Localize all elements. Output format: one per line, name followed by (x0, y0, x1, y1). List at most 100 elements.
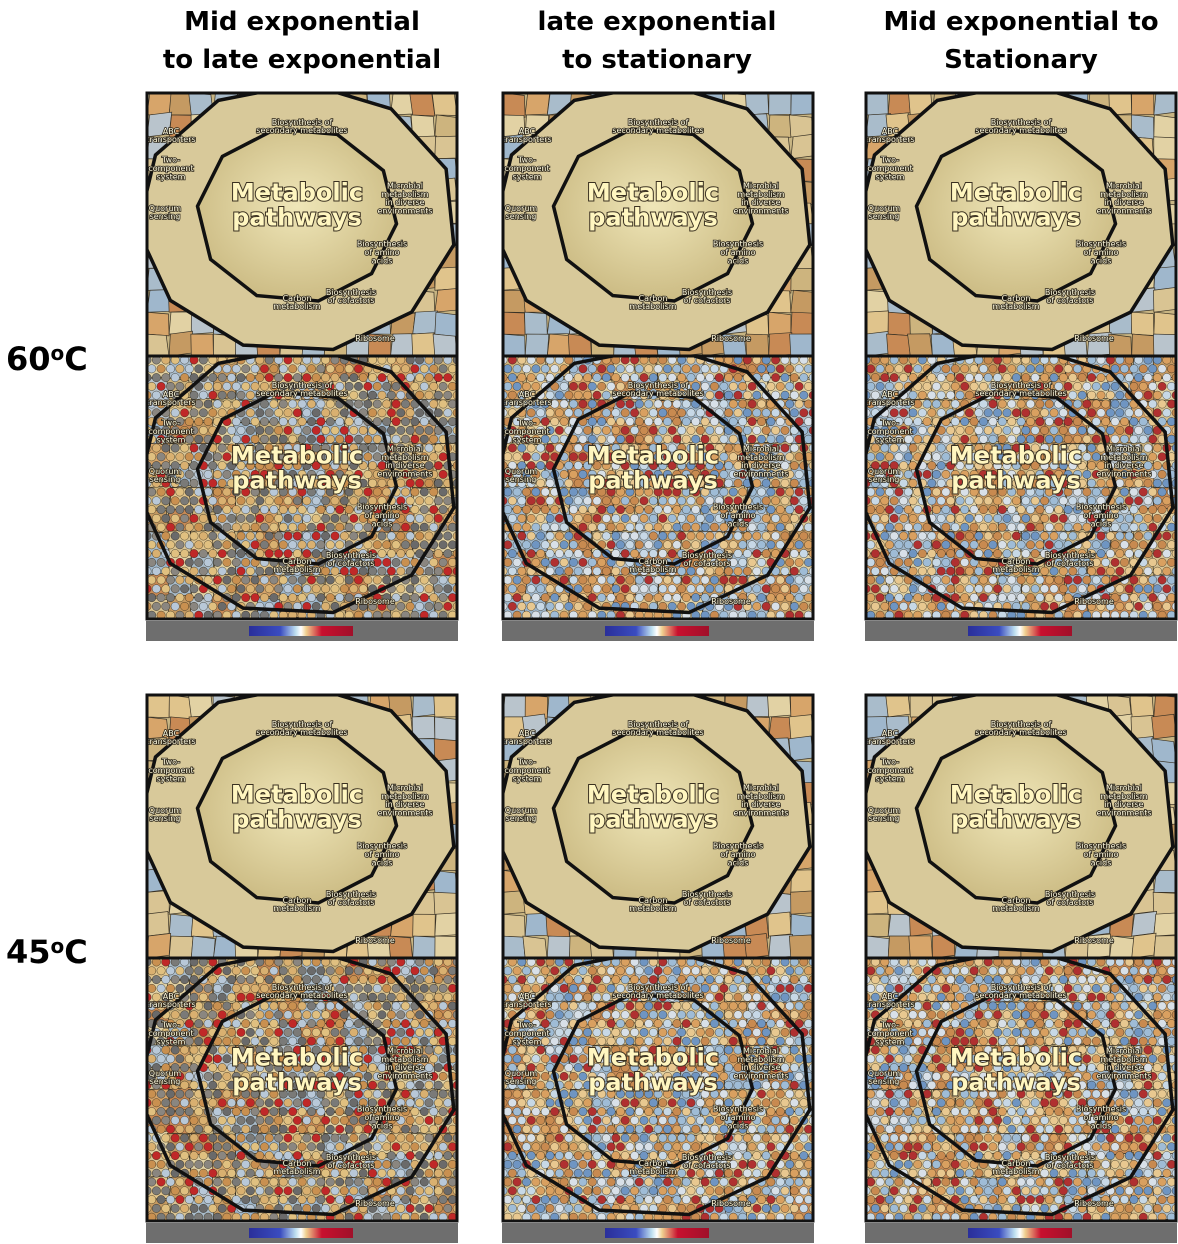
gene-dot (444, 532, 452, 540)
gene-dot (223, 453, 231, 461)
gene-dot (928, 549, 936, 557)
gene-dot (411, 541, 419, 549)
gene-dot (743, 409, 751, 417)
gene-dot (1064, 593, 1072, 601)
gene-dot (956, 497, 964, 505)
gene-dot (223, 505, 231, 513)
region-label: sensing (869, 212, 900, 221)
gene-dot (415, 1011, 423, 1019)
gene-dot (677, 532, 685, 540)
gene-dot (1120, 435, 1128, 443)
gene-dot (190, 479, 198, 487)
gene-dot (293, 1028, 301, 1036)
gene-dot (890, 409, 898, 417)
gene-dot (1139, 576, 1147, 584)
gene-dot (569, 541, 577, 549)
gene-dot (579, 505, 587, 513)
gene-dot (1050, 585, 1058, 593)
gene-dot (541, 541, 549, 549)
gene-dot (640, 585, 648, 593)
gene-dot (1050, 532, 1058, 540)
gene-dot (430, 488, 438, 496)
gene-dot (518, 373, 526, 381)
gene-dot (1055, 417, 1063, 425)
row-label: 45oC (6, 933, 88, 971)
gene-dot (166, 541, 174, 549)
gene-dot (946, 514, 954, 522)
column-header: Mid exponential to (883, 7, 1158, 37)
gene-dot (790, 373, 798, 381)
gene-dot (439, 505, 447, 513)
gene-dot (1050, 426, 1058, 434)
gene-dot (867, 576, 875, 584)
gene-dot (663, 365, 671, 373)
gene-dot (937, 444, 945, 452)
gene-dot (1120, 593, 1128, 601)
gene-dot (406, 532, 414, 540)
gene-dot (387, 567, 395, 575)
gene-dot (946, 497, 954, 505)
region-label: of cofactors (327, 296, 374, 305)
gene-dot (397, 1011, 405, 1019)
gene-dot (185, 453, 193, 461)
gene-dot (1134, 497, 1142, 505)
gene-dot (757, 417, 765, 425)
gene-dot (1134, 585, 1142, 593)
gene-dot (303, 514, 311, 522)
gene-dot (411, 523, 419, 531)
gene-dot (800, 549, 808, 557)
gene-dot (890, 497, 898, 505)
gene-dot (677, 497, 685, 505)
gene-dot (218, 461, 226, 469)
gene-dot (279, 523, 287, 531)
gene-dot (574, 373, 582, 381)
gene-dot (871, 373, 879, 381)
gene-dot (345, 417, 353, 425)
gene-dot (397, 391, 405, 399)
gene-dot (368, 567, 376, 575)
gene-dot (1130, 523, 1138, 531)
gene-dot (1111, 541, 1119, 549)
gene-dot (176, 365, 184, 373)
gene-dot (373, 435, 381, 443)
gene-dot (682, 576, 690, 584)
gene-dot (166, 505, 174, 513)
gene-dot (265, 1011, 273, 1019)
gene-dot (560, 541, 568, 549)
gene-dot (565, 549, 573, 557)
gene-dot (895, 541, 903, 549)
gene-dot (621, 567, 629, 575)
region-label: acids (1091, 519, 1112, 528)
gene-dot (513, 453, 521, 461)
gene-dot (1134, 426, 1142, 434)
gene-dot (439, 470, 447, 478)
gene-dot (786, 435, 794, 443)
region-label: Metabolic (587, 441, 719, 469)
gene-dot (504, 558, 512, 566)
gene-dot (956, 532, 964, 540)
gene-dot (899, 409, 907, 417)
gene-dot (406, 373, 414, 381)
gene-dot (645, 541, 653, 549)
gene-dot (881, 497, 889, 505)
gene-dot (1134, 373, 1142, 381)
gene-dot (692, 523, 700, 531)
gene-dot (970, 593, 978, 601)
gene-dot (448, 382, 456, 390)
gene-dot (195, 400, 203, 408)
gene-dot (1102, 382, 1110, 390)
gene-dot (256, 975, 264, 983)
gene-dot (762, 479, 770, 487)
gene-dot (209, 479, 217, 487)
gene-dot (1022, 585, 1030, 593)
gene-dot (1064, 576, 1072, 584)
gene-dot (392, 382, 400, 390)
gene-dot (223, 1002, 231, 1010)
gene-dot (993, 426, 1001, 434)
gene-dot (1106, 549, 1114, 557)
gene-dot (522, 488, 530, 496)
gene-dot (1158, 576, 1166, 584)
gene-dot (1102, 417, 1110, 425)
gene-dot (753, 567, 761, 575)
gene-dot (630, 514, 638, 522)
